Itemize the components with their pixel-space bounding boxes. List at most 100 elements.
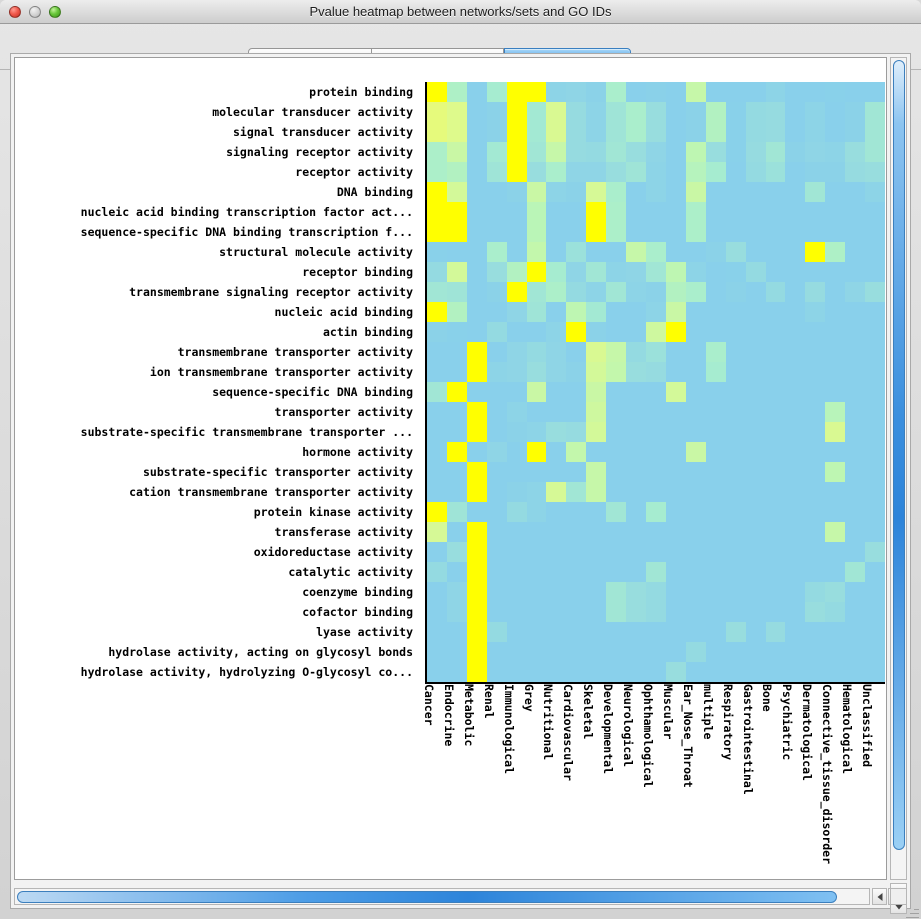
heatmap-cell[interactable] (705, 302, 726, 322)
heatmap-cell[interactable] (526, 302, 547, 322)
heatmap-cell[interactable] (845, 302, 866, 322)
heatmap-cell[interactable] (546, 362, 567, 382)
heatmap-cell[interactable] (427, 362, 447, 382)
heatmap-cell[interactable] (805, 382, 826, 402)
heatmap-cell[interactable] (427, 322, 447, 342)
heatmap-cell[interactable] (546, 142, 567, 162)
heatmap-cell[interactable] (466, 342, 487, 362)
heatmap-cell[interactable] (506, 102, 527, 122)
heatmap-cell[interactable] (446, 502, 467, 522)
heatmap-cell[interactable] (526, 282, 547, 302)
heatmap-cell[interactable] (586, 342, 607, 362)
heatmap-cell[interactable] (845, 562, 866, 582)
heatmap-cell[interactable] (765, 402, 786, 422)
heatmap-cell[interactable] (546, 502, 567, 522)
heatmap-cell[interactable] (606, 82, 627, 102)
heatmap-cell[interactable] (526, 542, 547, 562)
heatmap-cell[interactable] (506, 562, 527, 582)
heatmap-cell[interactable] (427, 82, 447, 102)
heatmap-cell[interactable] (506, 142, 527, 162)
heatmap-cell[interactable] (785, 282, 806, 302)
heatmap-cell[interactable] (685, 402, 706, 422)
heatmap-cell[interactable] (725, 222, 746, 242)
heatmap-cell[interactable] (646, 602, 666, 622)
heatmap-cell[interactable] (506, 322, 527, 342)
heatmap-cell[interactable] (606, 322, 627, 342)
heatmap-cell[interactable] (765, 302, 786, 322)
heatmap-cell[interactable] (865, 482, 885, 502)
heatmap-cell[interactable] (486, 562, 507, 582)
heatmap-cell[interactable] (725, 642, 746, 662)
heatmap-cell[interactable] (446, 382, 467, 402)
heatmap-cell[interactable] (805, 622, 826, 642)
heatmap-cell[interactable] (586, 182, 607, 202)
heatmap-cell[interactable] (845, 642, 866, 662)
heatmap-cell[interactable] (446, 582, 467, 602)
heatmap-cell[interactable] (725, 322, 746, 342)
heatmap-cell[interactable] (506, 422, 527, 442)
heatmap-cell[interactable] (626, 202, 647, 222)
heatmap-cell[interactable] (725, 482, 746, 502)
heatmap-cell[interactable] (427, 302, 447, 322)
minimize-window-button[interactable] (29, 6, 41, 18)
heatmap-cell[interactable] (486, 242, 507, 262)
heatmap-cell[interactable] (705, 502, 726, 522)
heatmap-cell[interactable] (586, 102, 607, 122)
heatmap-cell[interactable] (705, 602, 726, 622)
heatmap-cell[interactable] (765, 242, 786, 262)
heatmap-cell[interactable] (865, 162, 885, 182)
heatmap-cell[interactable] (665, 162, 686, 182)
heatmap-cell[interactable] (446, 482, 467, 502)
heatmap-cell[interactable] (486, 142, 507, 162)
heatmap-cell[interactable] (785, 82, 806, 102)
heatmap-cell[interactable] (725, 382, 746, 402)
heatmap-cell[interactable] (586, 582, 607, 602)
heatmap-cell[interactable] (566, 502, 587, 522)
heatmap-cell[interactable] (427, 182, 447, 202)
heatmap-cell[interactable] (466, 82, 487, 102)
heatmap-cell[interactable] (546, 82, 567, 102)
heatmap-cell[interactable] (606, 662, 627, 682)
heatmap-cell[interactable] (506, 362, 527, 382)
heatmap-cell[interactable] (825, 502, 846, 522)
heatmap-cell[interactable] (546, 402, 567, 422)
heatmap-cell[interactable] (566, 642, 587, 662)
heatmap-cell[interactable] (765, 122, 786, 142)
heatmap-cell[interactable] (546, 102, 567, 122)
heatmap-cell[interactable] (626, 662, 647, 682)
heatmap-cell[interactable] (665, 442, 686, 462)
heatmap-cell[interactable] (785, 102, 806, 122)
heatmap-cell[interactable] (785, 482, 806, 502)
heatmap-cell[interactable] (845, 602, 866, 622)
heatmap-cell[interactable] (427, 242, 447, 262)
heatmap-cell[interactable] (705, 542, 726, 562)
heatmap-cell[interactable] (506, 642, 527, 662)
heatmap-cell[interactable] (626, 282, 647, 302)
heatmap-cell[interactable] (845, 342, 866, 362)
heatmap-cell[interactable] (865, 202, 885, 222)
heatmap-cell[interactable] (526, 622, 547, 642)
heatmap-cell[interactable] (685, 102, 706, 122)
heatmap-cell[interactable] (586, 402, 607, 422)
heatmap-cell[interactable] (466, 462, 487, 482)
heatmap-plot[interactable] (423, 80, 885, 684)
heatmap-cell[interactable] (566, 202, 587, 222)
heatmap-cell[interactable] (526, 102, 547, 122)
heatmap-cell[interactable] (546, 462, 567, 482)
heatmap-cell[interactable] (865, 262, 885, 282)
heatmap-cell[interactable] (845, 502, 866, 522)
heatmap-cell[interactable] (626, 582, 647, 602)
heatmap-cell[interactable] (845, 162, 866, 182)
heatmap-cell[interactable] (745, 322, 766, 342)
heatmap-cell[interactable] (865, 442, 885, 462)
heatmap-cell[interactable] (745, 302, 766, 322)
heatmap-cell[interactable] (586, 142, 607, 162)
heatmap-cell[interactable] (626, 542, 647, 562)
heatmap-cell[interactable] (805, 82, 826, 102)
heatmap-cell[interactable] (646, 502, 666, 522)
heatmap-cell[interactable] (566, 462, 587, 482)
heatmap-cell[interactable] (606, 602, 627, 622)
heatmap-cell[interactable] (606, 582, 627, 602)
heatmap-cell[interactable] (566, 602, 587, 622)
heatmap-cell[interactable] (765, 142, 786, 162)
